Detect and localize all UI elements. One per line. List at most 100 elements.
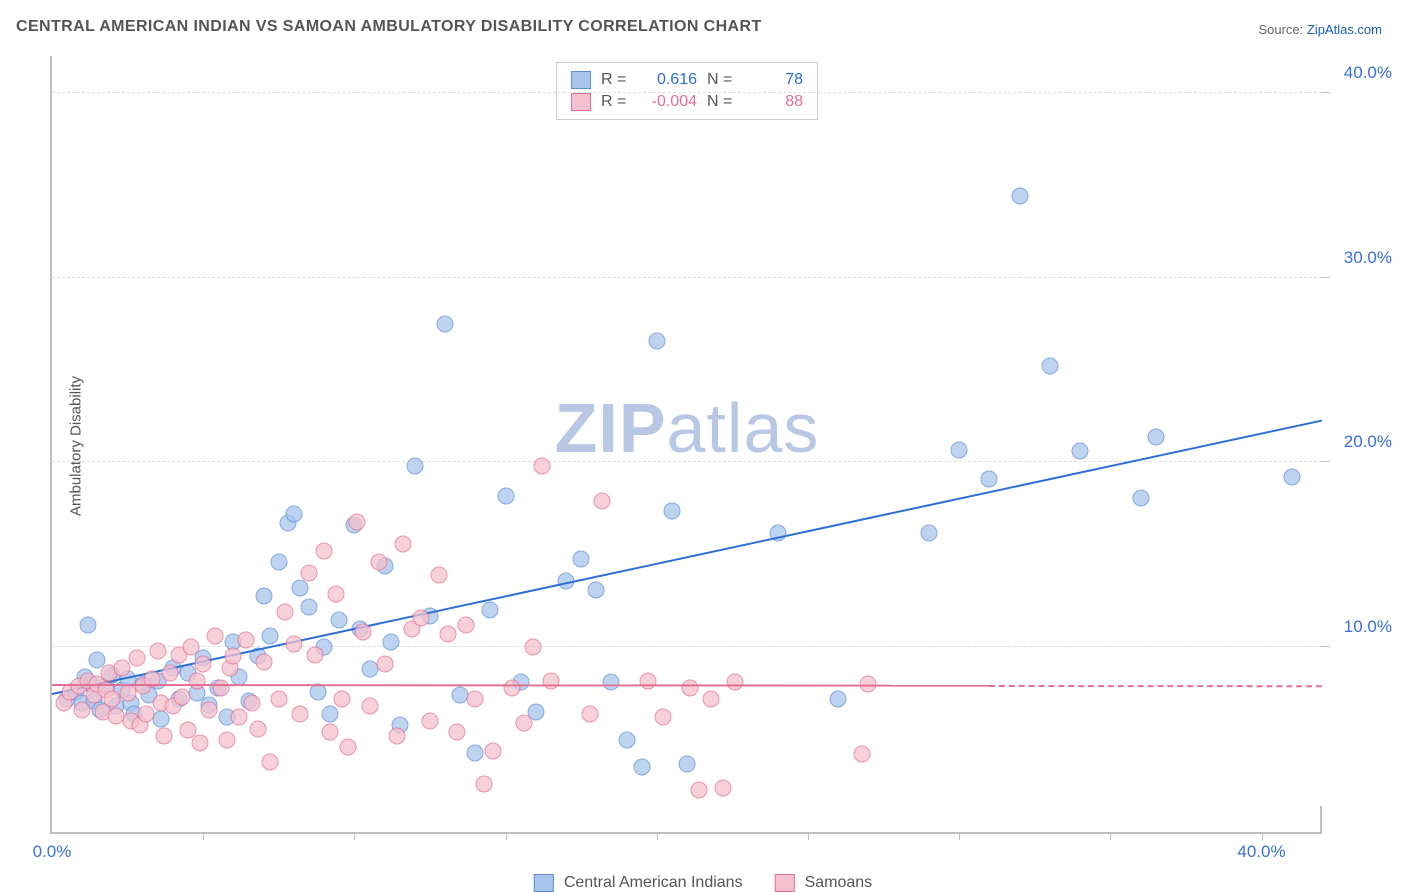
x-tick <box>959 832 960 840</box>
x-tick <box>1262 832 1263 840</box>
data-point-cai <box>437 315 454 332</box>
data-point-cai <box>618 731 635 748</box>
data-point-cai <box>467 744 484 761</box>
data-point-sam <box>243 694 260 711</box>
axis-right-stub <box>1320 806 1322 832</box>
data-point-cai <box>152 711 169 728</box>
x-tick-label: 40.0% <box>1237 842 1285 862</box>
data-point-cai <box>648 332 665 349</box>
source-prefix: Source: <box>1258 22 1306 37</box>
data-point-cai <box>830 690 847 707</box>
data-point-sam <box>231 709 248 726</box>
data-point-sam <box>225 648 242 665</box>
data-point-cai <box>382 633 399 650</box>
data-point-sam <box>458 617 475 634</box>
source-attribution: Source: ZipAtlas.com <box>1258 22 1382 37</box>
x-tick-label: 0.0% <box>33 842 72 862</box>
y-tick-label: 30.0% <box>1344 248 1392 268</box>
data-point-sam <box>412 609 429 626</box>
data-point-sam <box>137 705 154 722</box>
data-point-sam <box>113 659 130 676</box>
legend-item-sam: Samoans <box>775 874 873 892</box>
data-point-sam <box>316 543 333 560</box>
data-point-cai <box>301 598 318 615</box>
stats-row-sam: R =-0.004N =88 <box>571 91 803 113</box>
data-point-sam <box>727 674 744 691</box>
data-point-sam <box>161 665 178 682</box>
data-point-sam <box>440 626 457 643</box>
data-point-sam <box>307 646 324 663</box>
legend-label: Samoans <box>805 874 873 892</box>
y-tick-label: 10.0% <box>1344 617 1392 637</box>
x-tick <box>657 832 658 840</box>
data-point-sam <box>334 690 351 707</box>
source-link[interactable]: ZipAtlas.com <box>1307 22 1382 37</box>
data-point-sam <box>355 624 372 641</box>
data-point-sam <box>476 775 493 792</box>
data-point-cai <box>1147 428 1164 445</box>
data-point-cai <box>951 441 968 458</box>
data-point-sam <box>195 655 212 672</box>
plot-area: ZIPatlas R =0.616N =78R =-0.004N =88 10.… <box>50 56 1322 834</box>
data-point-sam <box>74 702 91 719</box>
data-point-sam <box>328 585 345 602</box>
data-point-cai <box>482 602 499 619</box>
data-point-sam <box>207 628 224 645</box>
y-tick <box>1322 92 1330 93</box>
data-point-cai <box>322 705 339 722</box>
data-point-sam <box>370 554 387 571</box>
data-point-sam <box>421 713 438 730</box>
stat-n-value: 78 <box>747 71 803 89</box>
data-point-sam <box>467 690 484 707</box>
x-tick <box>1110 832 1111 840</box>
data-point-sam <box>237 631 254 648</box>
gridline <box>52 277 1322 278</box>
data-point-cai <box>1041 358 1058 375</box>
data-point-sam <box>515 715 532 732</box>
data-point-sam <box>654 709 671 726</box>
data-point-sam <box>449 724 466 741</box>
stat-n-label: N = <box>707 93 737 111</box>
watermark: ZIPatlas <box>555 388 820 468</box>
data-point-cai <box>255 587 272 604</box>
stat-r-value: -0.004 <box>641 93 697 111</box>
data-point-sam <box>503 679 520 696</box>
data-point-sam <box>276 604 293 621</box>
data-point-cai <box>80 617 97 634</box>
data-point-sam <box>524 639 541 656</box>
data-point-sam <box>542 672 559 689</box>
data-point-sam <box>285 635 302 652</box>
data-point-sam <box>128 650 145 667</box>
y-tick-label: 40.0% <box>1344 63 1392 83</box>
data-point-sam <box>361 698 378 715</box>
data-point-cai <box>1132 489 1149 506</box>
x-tick <box>354 832 355 840</box>
data-point-cai <box>1072 443 1089 460</box>
data-point-cai <box>497 487 514 504</box>
y-tick <box>1322 646 1330 647</box>
legend-item-cai: Central American Indians <box>534 874 743 892</box>
stat-n-value: 88 <box>747 93 803 111</box>
data-point-sam <box>388 727 405 744</box>
data-point-sam <box>291 705 308 722</box>
data-point-sam <box>715 779 732 796</box>
data-point-sam <box>431 567 448 584</box>
data-point-cai <box>573 550 590 567</box>
data-point-cai <box>633 759 650 776</box>
stats-row-cai: R =0.616N =78 <box>571 69 803 91</box>
data-point-cai <box>603 674 620 691</box>
data-point-sam <box>201 702 218 719</box>
data-point-cai <box>920 524 937 541</box>
gridline <box>52 92 1322 93</box>
data-point-sam <box>322 724 339 741</box>
data-point-cai <box>663 502 680 519</box>
data-point-sam <box>691 781 708 798</box>
legend-swatch-sam <box>775 874 795 892</box>
y-tick <box>1322 461 1330 462</box>
data-point-sam <box>249 720 266 737</box>
regression-line-dash-sam <box>989 685 1322 687</box>
data-point-sam <box>394 535 411 552</box>
data-point-sam <box>340 739 357 756</box>
data-point-sam <box>192 735 209 752</box>
data-point-sam <box>533 458 550 475</box>
